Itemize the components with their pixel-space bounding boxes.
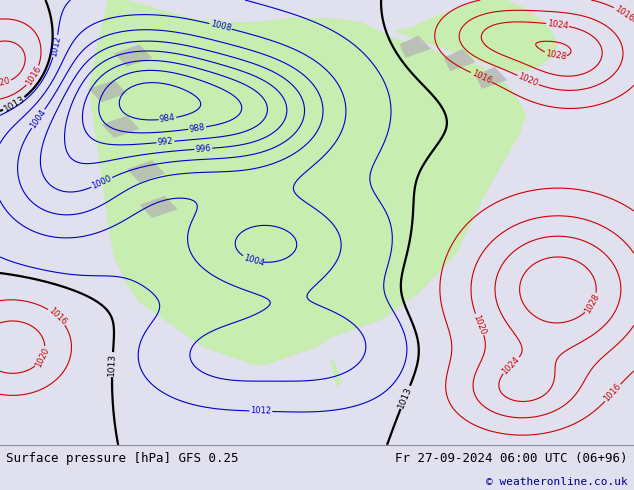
Polygon shape [101, 116, 139, 138]
Text: 1016: 1016 [602, 382, 623, 404]
Text: 1013: 1013 [397, 385, 414, 410]
Polygon shape [399, 36, 431, 58]
Text: 1008: 1008 [209, 20, 232, 33]
Text: 1016: 1016 [24, 65, 43, 87]
Text: Fr 27-09-2024 06:00 UTC (06+96): Fr 27-09-2024 06:00 UTC (06+96) [395, 452, 628, 465]
Polygon shape [330, 356, 342, 387]
Text: 1012: 1012 [49, 35, 62, 57]
Text: 1024: 1024 [547, 19, 569, 30]
Text: 1020: 1020 [0, 76, 11, 90]
Text: 1020: 1020 [517, 72, 540, 89]
Text: 996: 996 [195, 144, 212, 154]
Polygon shape [127, 160, 165, 182]
Polygon shape [114, 45, 152, 67]
Text: 1024: 1024 [500, 355, 522, 376]
Text: 1016: 1016 [612, 4, 634, 23]
Text: 1000: 1000 [91, 174, 113, 191]
Text: 1016: 1016 [46, 306, 68, 327]
Polygon shape [139, 196, 178, 218]
Text: 1028: 1028 [583, 292, 602, 315]
Text: 988: 988 [189, 122, 206, 134]
Text: 1020: 1020 [34, 346, 51, 368]
Polygon shape [444, 49, 476, 71]
Text: 984: 984 [159, 113, 176, 124]
Text: 1016: 1016 [470, 69, 493, 86]
Text: 1013: 1013 [2, 95, 27, 114]
Text: 1028: 1028 [545, 49, 567, 62]
Text: 1004: 1004 [242, 253, 265, 268]
Text: 1012: 1012 [250, 406, 271, 416]
Text: 1013: 1013 [107, 353, 117, 376]
Polygon shape [89, 80, 127, 102]
Text: 992: 992 [157, 137, 174, 147]
Text: © weatheronline.co.uk: © weatheronline.co.uk [486, 477, 628, 487]
Text: 1004: 1004 [29, 107, 48, 130]
Polygon shape [476, 67, 507, 89]
Text: 1020: 1020 [472, 313, 488, 336]
Polygon shape [393, 0, 558, 71]
Text: Surface pressure [hPa] GFS 0.25: Surface pressure [hPa] GFS 0.25 [6, 452, 239, 465]
Polygon shape [89, 0, 526, 365]
